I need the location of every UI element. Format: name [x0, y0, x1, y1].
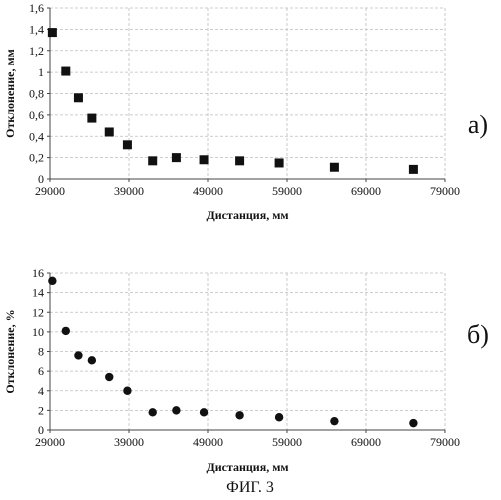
data-point-square	[200, 155, 209, 164]
data-point-circle	[88, 356, 96, 364]
data-point-square	[330, 163, 339, 172]
x-tick-label: 69000	[351, 435, 381, 449]
panel-label: а)	[468, 110, 488, 139]
x-axis-title: Дистанция, мм	[206, 460, 288, 474]
chart-b-deviation-percent: 0246810121416290003900049000590006900079…	[3, 266, 489, 474]
data-point-square	[61, 67, 70, 76]
y-tick-label: 1,6	[29, 1, 44, 15]
data-point-circle	[409, 419, 417, 427]
x-tick-label: 49000	[193, 435, 223, 449]
data-point-circle	[330, 417, 338, 425]
data-point-square	[172, 153, 181, 162]
data-point-square	[409, 165, 418, 174]
chart-a-deviation-mm: 00,20,40,60,811,21,41,629000390004900059…	[3, 1, 488, 222]
data-point-circle	[105, 373, 113, 381]
data-point-square	[87, 114, 96, 123]
data-point-circle	[172, 406, 180, 414]
x-axis-title: Дистанция, мм	[206, 208, 288, 222]
panel-label: б)	[467, 320, 489, 349]
y-tick-label: 0,6	[29, 108, 44, 122]
y-tick-label: 2	[38, 403, 44, 417]
data-point-square	[123, 140, 132, 149]
x-tick-label: 59000	[272, 184, 302, 198]
data-point-circle	[62, 327, 70, 335]
y-tick-label: 0,2	[29, 151, 44, 165]
y-axis-title: Отклонение, %	[3, 309, 17, 393]
y-tick-label: 1	[38, 65, 44, 79]
data-point-circle	[275, 413, 283, 421]
x-tick-label: 39000	[114, 435, 144, 449]
data-point-square	[148, 156, 157, 165]
data-point-circle	[235, 411, 243, 419]
data-point-circle	[74, 351, 82, 359]
x-tick-label: 39000	[114, 184, 144, 198]
y-tick-label: 1,4	[29, 22, 44, 36]
data-point-circle	[149, 408, 157, 416]
x-tick-label: 69000	[351, 184, 381, 198]
y-tick-label: 0,8	[29, 87, 44, 101]
figure-caption: ФИГ. 3	[226, 479, 274, 496]
data-point-square	[275, 158, 284, 167]
y-tick-label: 10	[32, 325, 44, 339]
data-point-circle	[48, 277, 56, 285]
y-tick-label: 8	[38, 345, 44, 359]
data-point-circle	[200, 408, 208, 416]
x-tick-label: 59000	[272, 435, 302, 449]
data-point-circle	[123, 387, 131, 395]
data-point-square	[105, 127, 114, 136]
y-axis-title: Отклонение, мм	[3, 49, 17, 138]
y-tick-label: 16	[32, 266, 44, 280]
y-tick-label: 6	[38, 364, 44, 378]
data-point-square	[235, 156, 244, 165]
x-tick-label: 29000	[35, 184, 65, 198]
data-point-square	[74, 93, 83, 102]
y-tick-label: 14	[32, 286, 44, 300]
data-point-square	[48, 28, 57, 37]
y-tick-label: 1,2	[29, 44, 44, 58]
x-tick-label: 79000	[430, 184, 460, 198]
x-tick-label: 29000	[35, 435, 65, 449]
x-tick-label: 49000	[193, 184, 223, 198]
y-tick-label: 12	[32, 305, 44, 319]
y-tick-label: 4	[38, 384, 44, 398]
y-tick-label: 0,4	[29, 129, 44, 143]
x-tick-label: 79000	[430, 435, 460, 449]
